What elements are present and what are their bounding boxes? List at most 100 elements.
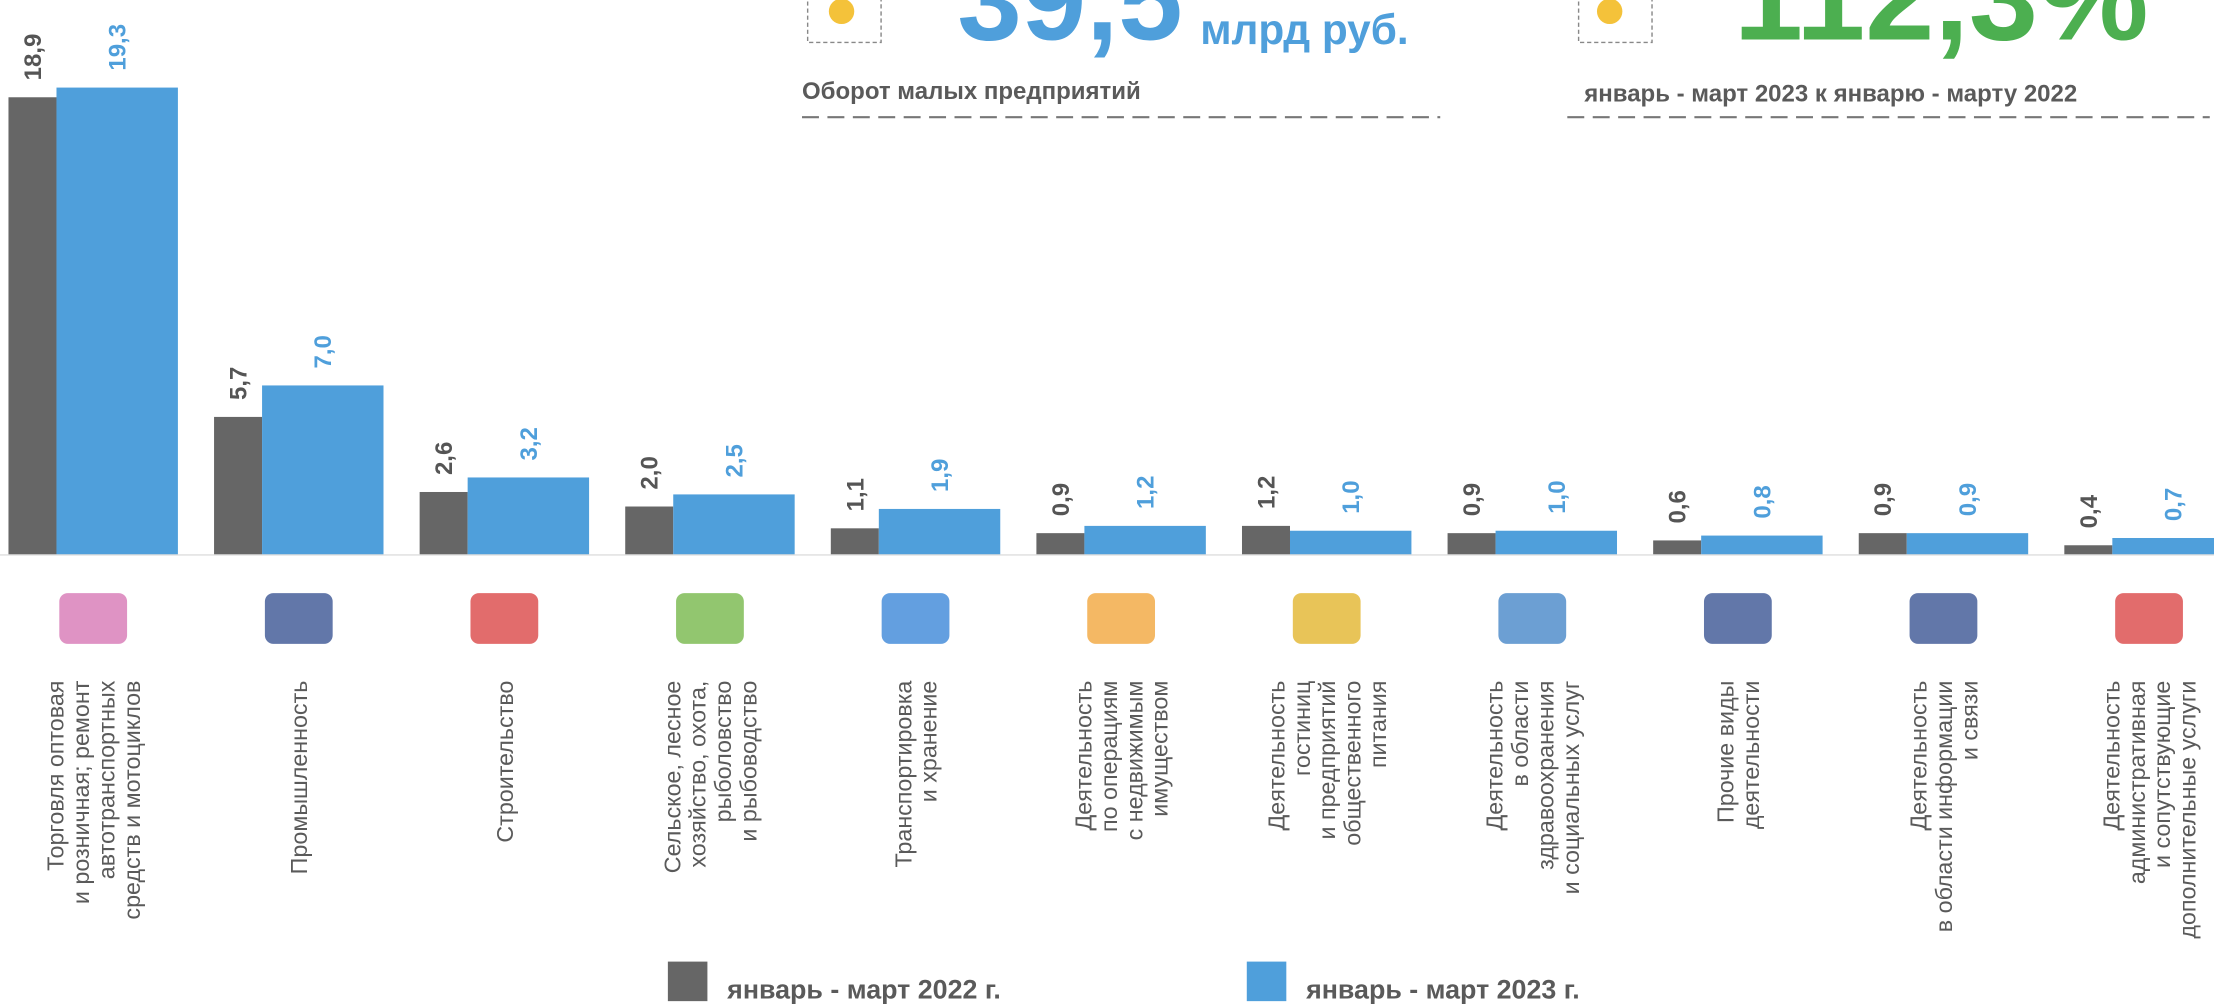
kpi-left: 39,5 млрд руб. Оборот малых предприятий	[802, 0, 1440, 117]
chart: 39,5 млрд руб. Оборот малых предприятий …	[0, 0, 2214, 1004]
category-label: Транспортировкаи хранение	[890, 681, 941, 868]
value-label: 1,0	[1338, 480, 1365, 513]
category-icon	[265, 593, 333, 644]
value-label: 1,0	[1544, 480, 1571, 513]
value-label: 2,5	[721, 444, 748, 477]
bar	[2112, 538, 2214, 555]
bar	[214, 417, 262, 555]
label-line: общественного	[1340, 681, 1366, 846]
label-line: Деятельность	[1070, 681, 1096, 831]
value-label: 1,2	[1133, 476, 1160, 509]
bar	[468, 477, 589, 554]
label-line: по операциям	[1096, 681, 1122, 832]
value-label: 0,9	[1459, 483, 1486, 516]
label-line: и розничная; ремонт	[68, 680, 94, 904]
label-line: Прочие виды	[1713, 681, 1739, 823]
bar	[1859, 533, 1907, 555]
bar	[262, 385, 383, 555]
value-label: 0,6	[1665, 490, 1692, 523]
bar	[1242, 526, 1290, 555]
bar	[1701, 536, 1822, 555]
category-icon	[1293, 593, 1361, 644]
kpi-right: 112,3% январь - март 2023 к январю - мар…	[1567, 0, 2209, 117]
category-icon	[1704, 593, 1772, 644]
value-label: 2,6	[431, 442, 458, 475]
label-line: имуществом	[1147, 681, 1173, 817]
category-label: Строительство	[492, 681, 518, 843]
category-label: Деятельностьпо операциямс недвижимымимущ…	[1070, 681, 1172, 841]
label-line: в области информации	[1931, 681, 1957, 933]
label-line: рыболовство	[710, 681, 736, 823]
kpi-label: январь - март 2023 к январю - марту 2022	[1583, 81, 2077, 108]
label-line: автотранспортных	[93, 680, 119, 879]
value-label: 0,8	[1749, 485, 1776, 518]
bar	[1290, 531, 1411, 555]
category-icon	[59, 593, 127, 644]
category-label: Деятельностьв области информациии связи	[1906, 681, 1983, 933]
label-line: и хранение	[916, 681, 942, 803]
bar	[1084, 526, 1205, 555]
legend-swatch	[1247, 962, 1287, 1002]
bar	[1036, 533, 1084, 555]
label-line: гостиниц	[1289, 681, 1315, 776]
bar	[1448, 533, 1496, 555]
category-label: Деятельностьв областиздравоохраненияи со…	[1482, 681, 1584, 895]
category-icon	[2115, 593, 2183, 644]
label-line: и рыбоводство	[736, 681, 762, 842]
page: 39,5 млрд руб. Оборот малых предприятий …	[0, 0, 2214, 1004]
value-label: 0,9	[1048, 483, 1075, 516]
value-label: 0,9	[1955, 483, 1982, 516]
label-line: и предприятий	[1314, 681, 1340, 840]
label-line: Деятельность	[1906, 681, 1932, 831]
label-line: административная	[2124, 681, 2150, 885]
bar	[2064, 545, 2112, 555]
label-line: средств и мотоциклов	[119, 681, 145, 920]
value-label: 19,3	[105, 24, 132, 71]
value-label: 2,0	[637, 456, 664, 489]
label-line: хозяйство, охота,	[685, 681, 711, 868]
category-label: Деятельностьадминистративнаяи сопутствую…	[2098, 681, 2200, 939]
category-icon	[676, 593, 744, 644]
category-icon	[882, 593, 950, 644]
label-line: Строительство	[492, 681, 518, 843]
bar	[420, 492, 468, 555]
label-line: Промышленность	[286, 681, 312, 875]
legend-swatch	[668, 962, 708, 1002]
category-icon	[1498, 593, 1566, 644]
legend-label: январь - март 2022 г.	[726, 974, 1001, 1004]
value-label: 7,0	[310, 335, 337, 368]
category-label: Деятельностьгостиници предприятийобществ…	[1263, 681, 1391, 846]
bar	[1907, 533, 2028, 555]
value-label: 3,2	[516, 427, 543, 460]
label-line: с недвижимым	[1121, 681, 1147, 841]
label-line: Транспортировка	[890, 681, 916, 868]
bar	[673, 494, 794, 555]
bar	[831, 528, 879, 555]
label-line: в области	[1507, 681, 1533, 787]
kpi-unit: млрд руб.	[1200, 6, 1408, 53]
label-line: и сопутствующие	[2149, 681, 2175, 868]
label-line: Деятельность	[1482, 681, 1508, 831]
legend-label: январь - март 2023 г.	[1305, 974, 1580, 1004]
value-label: 5,7	[226, 367, 253, 400]
label-line: и социальных услуг	[1558, 681, 1584, 895]
label-line: и связи	[1956, 681, 1982, 761]
bar	[625, 507, 673, 555]
label-line: здравоохранения	[1532, 681, 1558, 870]
category-label: Сельское, лесноехозяйство, охота,рыболов…	[659, 681, 761, 874]
label-line: дополнительные услуги	[2175, 681, 2201, 939]
bar	[56, 88, 177, 555]
kpi-value: 39,5	[957, 0, 1182, 65]
value-label: 0,7	[2161, 488, 2188, 521]
value-label: 1,2	[1253, 476, 1280, 509]
value-label: 0,4	[2076, 494, 2103, 528]
label-line: питания	[1365, 681, 1391, 768]
label-line: Деятельность	[1263, 681, 1289, 831]
value-label: 1,1	[842, 478, 869, 511]
value-label: 1,9	[927, 459, 954, 492]
bar	[8, 97, 56, 555]
value-label: 0,9	[1870, 483, 1897, 516]
category-icon	[1087, 593, 1155, 644]
category-label: Прочие видыдеятельности	[1713, 681, 1764, 830]
bar	[1653, 540, 1701, 555]
